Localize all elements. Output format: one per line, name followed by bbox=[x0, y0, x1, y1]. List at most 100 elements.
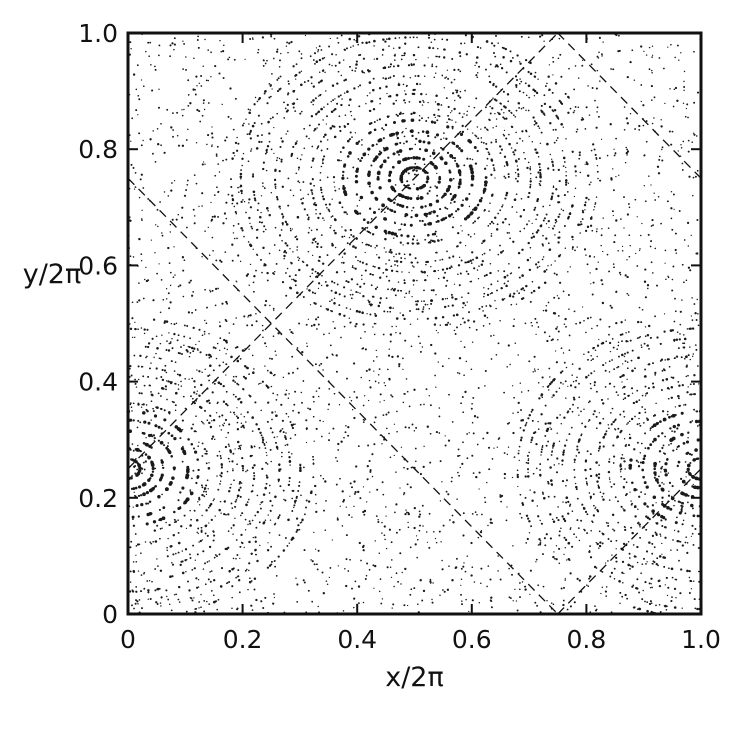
scatter-point bbox=[463, 374, 465, 377]
scatter-point bbox=[555, 558, 558, 561]
scatter-point bbox=[200, 383, 203, 387]
scatter-point bbox=[543, 40, 545, 42]
scatter-point bbox=[622, 485, 625, 489]
scatter-point bbox=[274, 226, 277, 229]
scatter-point bbox=[332, 99, 335, 102]
scatter-point bbox=[300, 198, 303, 201]
scatter-point bbox=[600, 279, 603, 282]
scatter-point bbox=[460, 149, 464, 153]
scatter-point bbox=[143, 328, 146, 331]
scatter-point bbox=[296, 215, 300, 219]
scatter-point bbox=[401, 131, 403, 134]
scatter-point bbox=[544, 85, 547, 88]
scatter-point bbox=[633, 506, 636, 509]
scatter-point bbox=[237, 495, 239, 498]
scatter-point bbox=[253, 197, 257, 200]
scatter-point bbox=[429, 461, 432, 464]
scatter-point bbox=[218, 325, 222, 328]
scatter-point bbox=[388, 432, 390, 435]
scatter-point bbox=[432, 289, 435, 292]
scatter-point bbox=[511, 574, 513, 576]
scatter-point bbox=[358, 310, 361, 314]
scatter-point bbox=[552, 520, 556, 523]
scatter-point bbox=[129, 327, 133, 331]
scatter-point bbox=[138, 282, 140, 284]
scatter-point bbox=[172, 276, 175, 279]
scatter-point bbox=[646, 609, 649, 613]
scatter-point bbox=[467, 260, 470, 263]
scatter-point bbox=[220, 457, 222, 460]
scatter-point bbox=[665, 278, 667, 281]
scatter-point bbox=[387, 156, 390, 159]
scatter-point bbox=[467, 233, 470, 236]
scatter-point bbox=[669, 427, 672, 430]
scatter-point bbox=[551, 192, 554, 195]
scatter-point bbox=[491, 193, 494, 196]
scatter-point bbox=[502, 116, 505, 119]
scatter-point bbox=[386, 368, 389, 371]
scatter-point bbox=[539, 469, 542, 471]
scatter-point bbox=[250, 552, 253, 556]
scatter-point bbox=[676, 331, 679, 333]
scatter-point bbox=[315, 208, 317, 211]
scatter-point bbox=[316, 242, 319, 245]
scatter-point bbox=[277, 478, 281, 481]
scatter-point bbox=[404, 93, 407, 96]
scatter-point bbox=[131, 458, 135, 462]
scatter-point bbox=[155, 367, 158, 370]
scatter-point bbox=[660, 514, 664, 519]
scatter-point bbox=[544, 434, 547, 437]
scatter-point bbox=[691, 507, 694, 510]
scatter-point bbox=[537, 382, 540, 384]
scatter-point bbox=[171, 182, 173, 184]
scatter-point bbox=[439, 156, 443, 160]
scatter-point bbox=[497, 212, 500, 215]
scatter-point bbox=[552, 603, 555, 606]
scatter-point bbox=[178, 585, 181, 589]
scatter-point bbox=[573, 458, 576, 461]
scatter-point bbox=[261, 380, 264, 383]
scatter-point bbox=[644, 200, 647, 203]
scatter-point bbox=[369, 231, 372, 234]
scatter-point bbox=[234, 395, 237, 398]
scatter-point bbox=[593, 410, 596, 413]
scatter-point bbox=[311, 241, 314, 244]
scatter-point bbox=[152, 540, 155, 543]
scatter-point bbox=[376, 119, 379, 122]
scatter-point bbox=[529, 183, 532, 186]
scatter-point bbox=[583, 248, 587, 251]
scatter-point bbox=[512, 240, 515, 243]
scatter-point bbox=[618, 34, 620, 37]
scatter-point bbox=[584, 510, 588, 513]
scatter-point bbox=[461, 600, 463, 602]
scatter-point bbox=[595, 157, 598, 160]
scatter-point bbox=[375, 244, 378, 247]
scatter-point bbox=[532, 235, 536, 238]
scatter-point bbox=[628, 420, 631, 423]
scatter-point bbox=[249, 206, 253, 209]
scatter-point bbox=[219, 259, 222, 262]
scatter-point bbox=[313, 563, 316, 566]
scatter-point bbox=[459, 132, 464, 137]
scatter-point bbox=[239, 446, 242, 450]
scatter-point bbox=[161, 516, 166, 521]
scatter-point bbox=[180, 446, 185, 451]
scatter-point bbox=[607, 424, 610, 426]
scatter-point bbox=[410, 147, 414, 150]
scatter-point bbox=[588, 400, 591, 403]
scatter-point bbox=[201, 539, 204, 541]
scatter-point bbox=[266, 369, 269, 372]
scatter-point bbox=[193, 57, 195, 60]
scatter-point bbox=[638, 607, 642, 611]
scatter-point bbox=[359, 84, 362, 87]
scatter-point bbox=[209, 580, 212, 583]
scatter-point bbox=[163, 409, 166, 412]
scatter-point bbox=[514, 115, 517, 118]
scatter-point bbox=[602, 492, 605, 495]
scatter-point bbox=[169, 223, 172, 226]
scatter-point bbox=[643, 481, 647, 485]
scatter-point bbox=[528, 520, 531, 523]
scatter-point bbox=[194, 88, 197, 91]
scatter-point bbox=[251, 416, 255, 419]
scatter-point bbox=[675, 355, 679, 358]
